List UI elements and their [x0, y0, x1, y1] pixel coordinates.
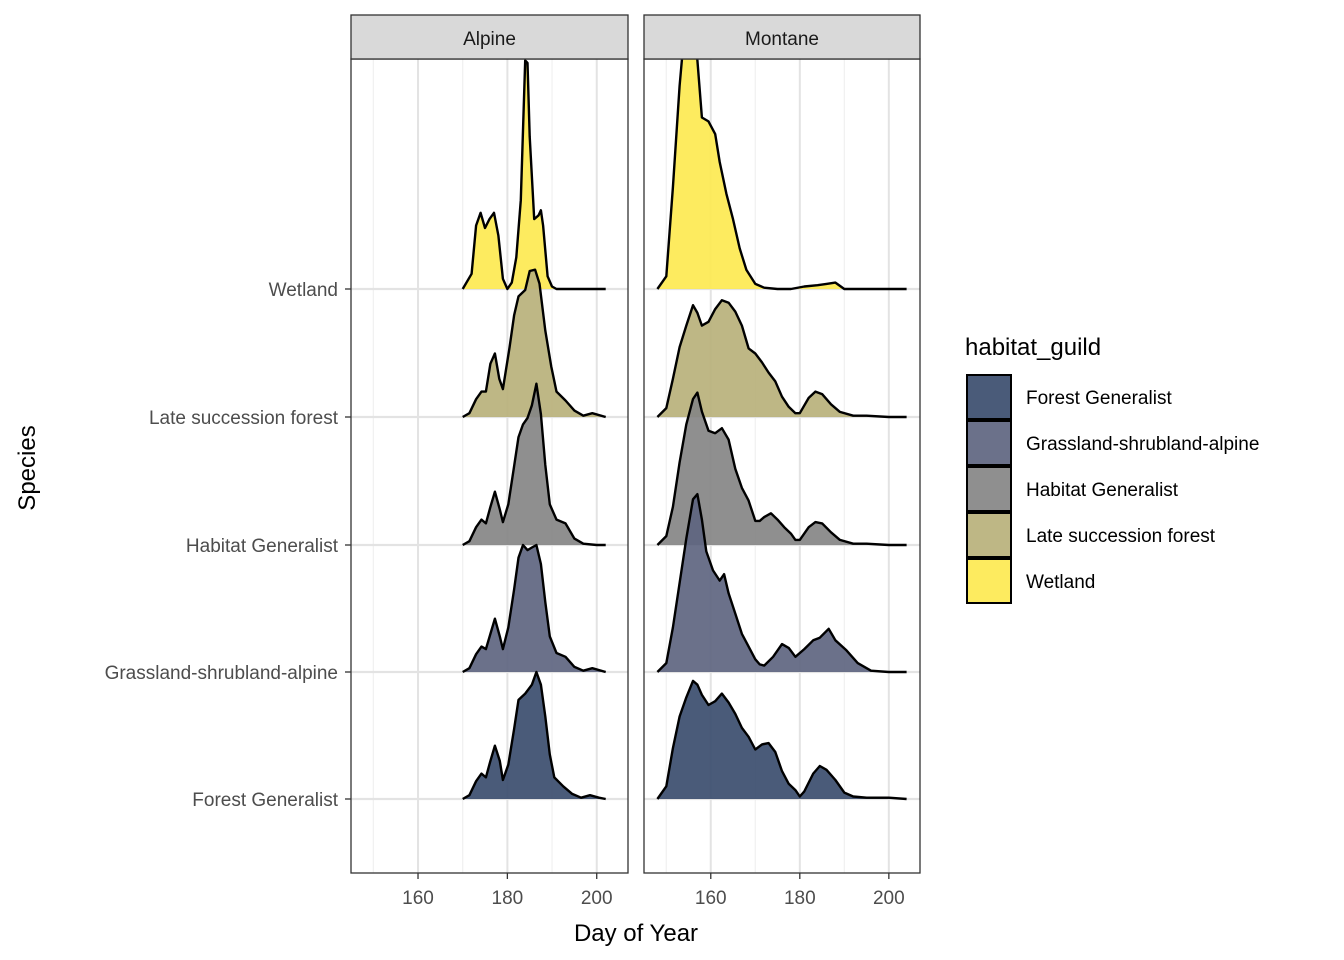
ridge-grassland-shrubland-alpine [656, 493, 907, 674]
ridge-fill-grassland-shrubland-alpine [657, 494, 907, 672]
x-tick-label: 160 [402, 888, 434, 909]
ridge-habitat-generalist [656, 391, 907, 547]
facet-panels: Alpine 160 180 200 Montane 160 180 200 [350, 14, 921, 909]
legend-item-habitat-generalist: Habitat Generalist [966, 466, 1179, 512]
legend-item-forest-generalist: Forest Generalist [966, 374, 1172, 420]
x-tick-label: 200 [873, 888, 905, 909]
ridge-line-grassland-shrubland-alpine [656, 493, 907, 674]
ridge-fill-late-succession-forest [462, 269, 606, 417]
ridge-line-forest-generalist [656, 679, 907, 801]
y-axis-title: Species [14, 425, 41, 510]
ridge-fill-forest-generalist [657, 680, 907, 799]
legend-item-wetland: Wetland [966, 558, 1095, 604]
ridge-habitat-generalist [462, 382, 606, 547]
facet-strip-label: Montane [745, 29, 819, 50]
ridge-late-succession-forest [462, 268, 607, 419]
x-tick-label: 160 [695, 888, 727, 909]
legend-label: Habitat Generalist [1026, 480, 1179, 501]
panel-background [351, 59, 628, 873]
legend-label: Grassland-shrubland-alpine [1026, 434, 1259, 455]
panel-alpine: Alpine 160 180 200 [350, 14, 629, 909]
ridge-line-late-succession-forest [656, 299, 907, 419]
legend: habitat_guild Forest Generalist Grassland… [965, 334, 1259, 604]
facet-strip-label: Alpine [463, 29, 516, 50]
x-tick-label: 180 [492, 888, 524, 909]
x-tick-label: 200 [581, 888, 613, 909]
legend-label: Wetland [1026, 572, 1095, 593]
legend-key [966, 558, 1012, 604]
ridge-line-grassland-shrubland-alpine [462, 543, 607, 674]
ridge-fill-late-succession-forest [657, 300, 907, 417]
ridge-line-habitat-generalist [462, 382, 606, 547]
legend-key [966, 420, 1012, 466]
y-tick-label: Forest Generalist [192, 790, 338, 811]
x-tick-label: 180 [784, 888, 816, 909]
ridge-fill-wetland [462, 60, 606, 290]
ridge-fill-grassland-shrubland-alpine [462, 545, 606, 672]
legend-label: Late succession forest [1026, 526, 1216, 547]
x-axis-title: Day of Year [574, 920, 698, 947]
ridge-line-forest-generalist [462, 670, 606, 801]
ridge-line-wetland [461, 59, 606, 291]
y-tick-label: Habitat Generalist [186, 536, 339, 557]
ridge-grassland-shrubland-alpine [462, 543, 607, 674]
y-axis: Forest Generalist Grassland-shrubland-alp… [105, 280, 351, 811]
facet-strip [643, 14, 921, 60]
legend-key [966, 512, 1012, 558]
ridge-fill-forest-generalist [462, 672, 606, 799]
ridge-late-succession-forest [656, 299, 907, 419]
ridge-fill-wetland [657, 22, 907, 290]
panel-montane: Montane 160 180 200 [643, 14, 921, 909]
legend-key [966, 374, 1012, 420]
y-tick-label: Grassland-shrubland-alpine [105, 663, 338, 684]
ridge-wetland [461, 59, 606, 291]
y-tick-label: Wetland [269, 280, 338, 301]
legend-item-grassland-shrubland-alpine: Grassland-shrubland-alpine [966, 420, 1259, 466]
legend-title: habitat_guild [965, 334, 1101, 361]
legend-key [966, 466, 1012, 512]
ridge-forest-generalist [462, 670, 606, 801]
legend-label: Forest Generalist [1026, 388, 1172, 409]
ridge-line-habitat-generalist [656, 391, 907, 547]
ridge-forest-generalist [656, 679, 907, 801]
facet-strip [350, 14, 629, 60]
y-tick-label: Late succession forest [149, 408, 339, 429]
legend-item-late-succession-forest: Late succession forest [966, 512, 1216, 558]
ridge-line-late-succession-forest [462, 268, 607, 419]
